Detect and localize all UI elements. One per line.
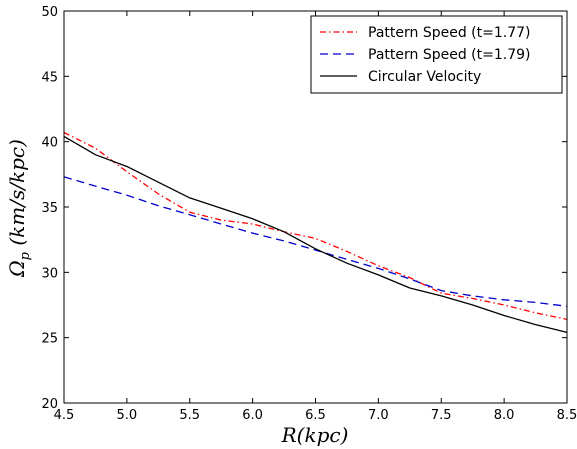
y-tick-label: 25: [41, 332, 58, 347]
x-tick-label: 5.0: [117, 408, 138, 423]
x-tick-label: 8.5: [557, 408, 577, 423]
x-tick-label: 4.5: [54, 408, 75, 423]
y-tick-label: 20: [41, 397, 58, 412]
series-line-2: [63, 176, 568, 307]
series-line-1: [63, 131, 568, 321]
legend-label: Pattern Speed (t=1.77): [368, 25, 530, 41]
y-tick-label: 50: [41, 5, 58, 20]
y-axis-label: Ωp (km/s/kpc): [5, 139, 33, 278]
x-tick-label: 5.5: [179, 408, 200, 423]
x-tick-label: 8.0: [494, 408, 515, 423]
x-axis-label: R(kpc): [281, 423, 349, 447]
x-tick-label: 6.5: [305, 408, 326, 423]
y-tick-label: 30: [41, 266, 58, 281]
series-line-3: [63, 135, 568, 334]
legend-label: Circular Velocity: [368, 69, 481, 85]
x-tick-label: 7.5: [431, 408, 452, 423]
y-tick-label: 40: [41, 136, 58, 151]
x-tick-label: 7.0: [368, 408, 389, 423]
legend-label: Pattern Speed (t=1.79): [368, 47, 530, 63]
y-tick-label: 45: [41, 70, 58, 85]
x-tick-label: 6.0: [242, 408, 263, 423]
y-tick-label: 35: [41, 201, 58, 216]
